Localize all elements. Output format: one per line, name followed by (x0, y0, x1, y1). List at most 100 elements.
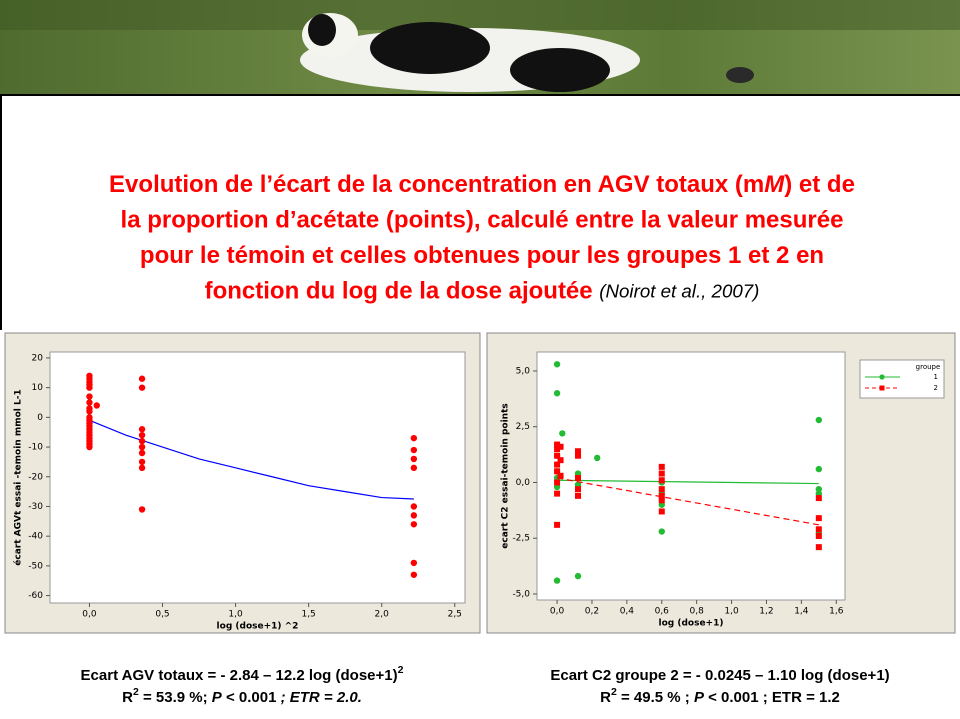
x-tick-label: 0,6 (655, 607, 670, 617)
data-point (658, 486, 665, 493)
text-run: < 0.001 (222, 689, 277, 706)
data-point (554, 461, 561, 468)
y-tick-label: -30 (28, 502, 43, 512)
data-point (594, 454, 601, 462)
data-point (138, 426, 146, 433)
text-run: ) et de (784, 171, 855, 198)
data-point (554, 479, 561, 486)
fit-line (557, 479, 819, 485)
y-tick-label: 0 (37, 413, 43, 423)
y-tick-label: -40 (28, 532, 43, 542)
data-point (658, 463, 665, 470)
data-point (554, 468, 561, 475)
text-run: la proportion d’acétate (points), calcul… (121, 207, 844, 234)
y-tick-label: 0,0 (516, 478, 531, 488)
title-line: la proportion d’acétate (points), calcul… (121, 207, 844, 234)
data-point (553, 577, 561, 584)
equations: Ecart AGV totaux = - 2.84 – 12.2 log (do… (81, 664, 890, 706)
data-point (557, 443, 564, 450)
legend-title: groupe (916, 363, 941, 371)
data-point (554, 446, 561, 453)
data-point (575, 492, 582, 499)
data-point (410, 521, 418, 528)
data-point (138, 449, 146, 457)
data-point (86, 408, 93, 415)
y-axis-label: ecart C2 essai-temoin points (501, 403, 511, 548)
y-tick-label: -60 (28, 591, 43, 601)
x-tick-label: 2,0 (375, 610, 390, 620)
x-tick-label: 1,5 (301, 610, 315, 620)
y-tick-label: -5,0 (512, 589, 530, 599)
equation: Ecart AGV totaux = - 2.84 – 12.2 log (do… (81, 664, 404, 684)
data-point (575, 452, 582, 459)
y-axis-label: écart AGVt essai -temoin mmol L-1 (13, 389, 24, 565)
legend (859, 359, 945, 399)
data-point (815, 526, 822, 533)
data-point (658, 497, 665, 504)
data-point (658, 470, 665, 477)
data-point (554, 490, 561, 497)
data-point (815, 416, 823, 424)
text-run: 2 (398, 664, 404, 676)
text-run: = 53.9 %; (139, 689, 212, 706)
data-point (557, 472, 564, 479)
data-point (138, 464, 146, 472)
data-point (815, 532, 822, 539)
data-point (93, 402, 100, 409)
plot-area (536, 351, 846, 601)
data-point (815, 465, 823, 473)
y-tick-label: 2,5 (516, 422, 530, 432)
x-tick-label: 1,2 (759, 607, 773, 617)
x-tick-label: 0,2 (585, 607, 599, 617)
text-run: fonction du log de la dose ajoutée (205, 278, 600, 305)
legend-label: 1 (934, 373, 938, 381)
title-line: pour le témoin et celles obtenues pour l… (140, 242, 824, 269)
text-run: M (764, 171, 785, 198)
data-point (815, 495, 822, 502)
data-point (410, 559, 418, 567)
y-tick-label: -50 (28, 561, 43, 571)
text-run: (Noirot et al., 2007) (599, 280, 759, 301)
data-point (553, 390, 561, 397)
legend-label: 2 (934, 384, 938, 392)
y-tick-label: 20 (32, 353, 44, 363)
data-point (410, 571, 418, 578)
equation: R2 = 53.9 %; P < 0.001 ; ETR = 2.0. (122, 686, 362, 706)
x-tick-label: 0,0 (82, 610, 97, 620)
data-point (138, 437, 146, 445)
data-point (658, 528, 665, 535)
data-point (554, 441, 561, 448)
equation: R2 = 49.5 % ; P < 0.001 ; ETR = 1.2 (600, 686, 840, 706)
data-point (410, 446, 418, 454)
text-run: Ecart C2 groupe 2 = - 0.0245 – 1.10 log … (550, 667, 889, 684)
legend-marker (879, 374, 885, 380)
data-point (554, 521, 561, 528)
data-point (574, 572, 582, 580)
data-point (410, 512, 418, 519)
data-point (658, 492, 665, 499)
data-point (575, 475, 582, 482)
x-tick-label: 0,8 (690, 607, 705, 617)
text-run: 2 (611, 686, 617, 698)
data-point (553, 361, 561, 368)
y-tick-label: -2,5 (512, 534, 530, 544)
text-run: Evolution de l’écart de la concentration… (109, 171, 764, 198)
text-run: R (600, 689, 611, 706)
x-tick-label: 1,0 (228, 610, 243, 620)
legend-marker (879, 385, 885, 391)
data-point (554, 452, 561, 459)
text-run: ; ETR = 2.0. (276, 689, 361, 706)
data-point (575, 486, 582, 493)
chart: 0,0 0,2 0,4 0,6 0,8 1,0 1,2 1,4 1,6 -5,0 -2,5 0,0 2,… (501, 351, 945, 629)
data-point (557, 457, 564, 464)
y-tick-label: 10 (32, 383, 44, 393)
text-run: = 49.5 % ; (617, 689, 694, 706)
x-axis-label: log (dose+1) (659, 619, 724, 629)
x-tick-label: 1,4 (794, 607, 809, 617)
x-axis-label: log (dose+1) ^2 (217, 622, 299, 632)
data-point (138, 375, 146, 382)
equation: Ecart C2 groupe 2 = - 0.0245 – 1.10 log … (550, 667, 889, 684)
data-point (410, 434, 418, 442)
